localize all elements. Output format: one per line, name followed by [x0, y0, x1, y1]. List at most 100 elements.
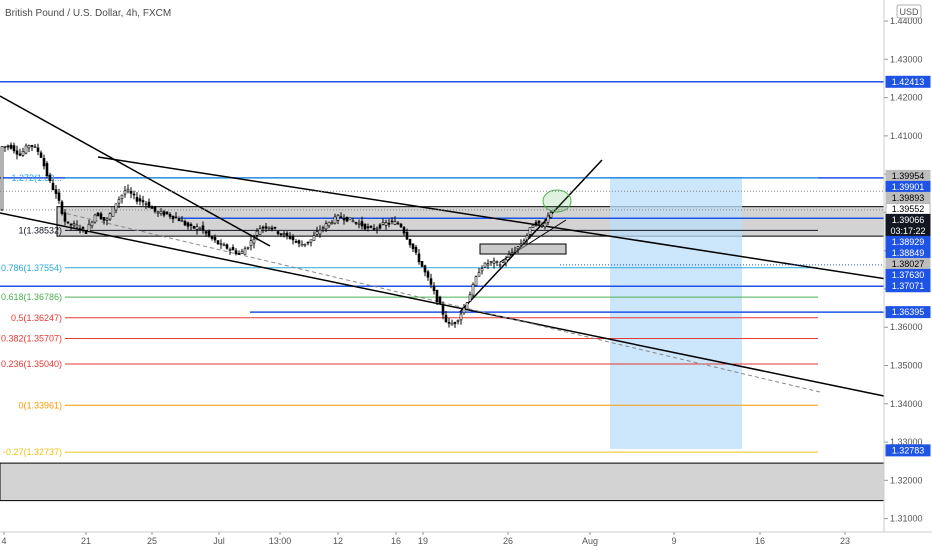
candle-bearish	[378, 224, 382, 229]
candle-bearish	[234, 250, 238, 255]
candle-bearish	[420, 261, 424, 267]
time-axis[interactable]: 4 21 25 Jul 13:00 12 16 19 26 Aug 9 16 23	[0, 531, 932, 550]
candle-bullish	[465, 302, 469, 310]
candle-bullish	[330, 222, 334, 225]
price-tag-box[interactable]	[885, 280, 931, 293]
y-tick-label: 1.35000	[890, 361, 923, 371]
price-tag-label[interactable]: 1.38027	[892, 259, 925, 269]
candle-bullish	[156, 211, 160, 214]
candle-bearish	[210, 235, 214, 239]
candle-bullish	[258, 228, 262, 235]
candle-bearish	[12, 145, 16, 152]
flag-box[interactable]	[479, 243, 567, 255]
candle-bullish	[255, 230, 259, 236]
candle-bearish	[6, 145, 10, 148]
candle-bullish	[240, 251, 244, 254]
candle-bearish	[363, 223, 367, 230]
candle-bullish	[522, 240, 526, 244]
candle-bearish	[135, 197, 139, 202]
x-tick-label: 4	[1, 536, 6, 546]
candle-bearish	[96, 212, 100, 217]
candle-bearish	[102, 217, 106, 221]
candle-bearish	[171, 215, 175, 220]
x-tick-label: 13:00	[269, 536, 292, 546]
trendline-mid-descending[interactable]	[97, 156, 932, 287]
y-tick-label: 1.36000	[890, 322, 923, 332]
resistance-zone[interactable]	[56, 206, 885, 237]
trendline-upper-descending[interactable]	[0, 95, 271, 247]
candle-bearish	[306, 241, 310, 244]
candle-bearish	[387, 222, 391, 225]
candle-bullish	[111, 206, 115, 217]
candle-bearish	[54, 189, 58, 194]
candle-bullish	[198, 228, 202, 230]
candle-bearish	[66, 221, 70, 224]
currency-badge-box[interactable]	[896, 4, 922, 19]
candle-bullish	[126, 188, 130, 192]
highlight-circle[interactable]	[542, 189, 572, 213]
fib-level-label: 0(1.33961)	[18, 400, 62, 410]
candle-bearish	[132, 193, 136, 196]
candle-bearish	[78, 228, 82, 230]
candle-bearish	[165, 211, 169, 215]
price-tag-label[interactable]: 1.39893	[892, 193, 925, 203]
candle-bearish	[168, 213, 172, 217]
candle-bearish	[189, 224, 193, 226]
trendline-lower-descending[interactable]	[0, 212, 885, 397]
price-tag-label[interactable]: 1.32783	[892, 445, 925, 455]
fib-level-label: -0.27(1.32737)	[3, 447, 62, 457]
price-tag-box[interactable]	[885, 444, 931, 457]
price-tag-label[interactable]: 1.39066	[892, 215, 925, 225]
candle-bearish	[447, 321, 451, 324]
candle-bullish	[117, 199, 121, 204]
price-axis[interactable]: 1.440001.430001.420001.410001.400001.390…	[883, 0, 932, 532]
candle-bearish	[186, 222, 190, 227]
candle-bullish	[90, 221, 94, 227]
title-layer: British Pound / U.S. Dollar, 4h, FXCM	[5, 8, 171, 19]
candle-bullish	[474, 276, 478, 286]
candle-bearish	[69, 223, 73, 226]
projection-box[interactable]	[610, 176, 742, 449]
support-zone[interactable]	[0, 462, 885, 502]
price-tag-label[interactable]: 1.39901	[892, 182, 925, 192]
y-tick-label: 1.42000	[890, 93, 923, 103]
candle-bearish	[225, 244, 229, 249]
price-tag-label[interactable]: 1.37071	[892, 281, 925, 291]
candle-bullish	[327, 221, 331, 227]
candle-bullish	[249, 240, 253, 246]
candle-bullish	[309, 239, 313, 243]
candle-bearish	[411, 243, 415, 250]
price-tag-label[interactable]: 1.36395	[892, 307, 925, 317]
candle-bullish	[219, 243, 223, 245]
trendline-ascending[interactable]	[459, 159, 603, 313]
trendline-ascending-inner[interactable]	[499, 219, 567, 263]
candle-bearish	[390, 220, 394, 223]
price-tag-label[interactable]: 1.38849	[892, 248, 925, 258]
x-tick-label: 9	[671, 536, 676, 546]
candle-bullish	[525, 235, 529, 241]
box-layer[interactable]	[479, 189, 572, 255]
candle-layer	[0, 142, 553, 328]
candle-bullish	[195, 226, 199, 230]
price-tag-box[interactable]	[885, 75, 931, 88]
candle-bearish	[39, 152, 43, 158]
price-tag-label[interactable]: 03:17:22	[890, 226, 925, 236]
candle-bearish	[264, 226, 268, 229]
trendline-layer[interactable]	[0, 95, 932, 397]
currency-badge[interactable]: USD	[899, 7, 919, 17]
candle-bullish	[321, 227, 325, 230]
price-tag-label[interactable]: 1.39552	[892, 204, 925, 214]
candle-bearish	[147, 201, 151, 208]
candle-bearish	[129, 191, 133, 194]
price-tag-box[interactable]	[885, 306, 931, 319]
candle-bullish	[384, 222, 388, 226]
x-tick-label: 26	[503, 536, 513, 546]
price-tag-label[interactable]: 1.38929	[892, 237, 925, 247]
price-tag-group[interactable]: 1.42413 1.399541.399011.398931.395521.390…	[885, 75, 931, 457]
price-tag-label[interactable]: 1.42413	[892, 77, 925, 87]
dotted-line-layer	[0, 190, 884, 266]
price-tag-label[interactable]: 1.37630	[892, 270, 925, 280]
price-tag-label[interactable]: 1.39954	[892, 171, 925, 181]
